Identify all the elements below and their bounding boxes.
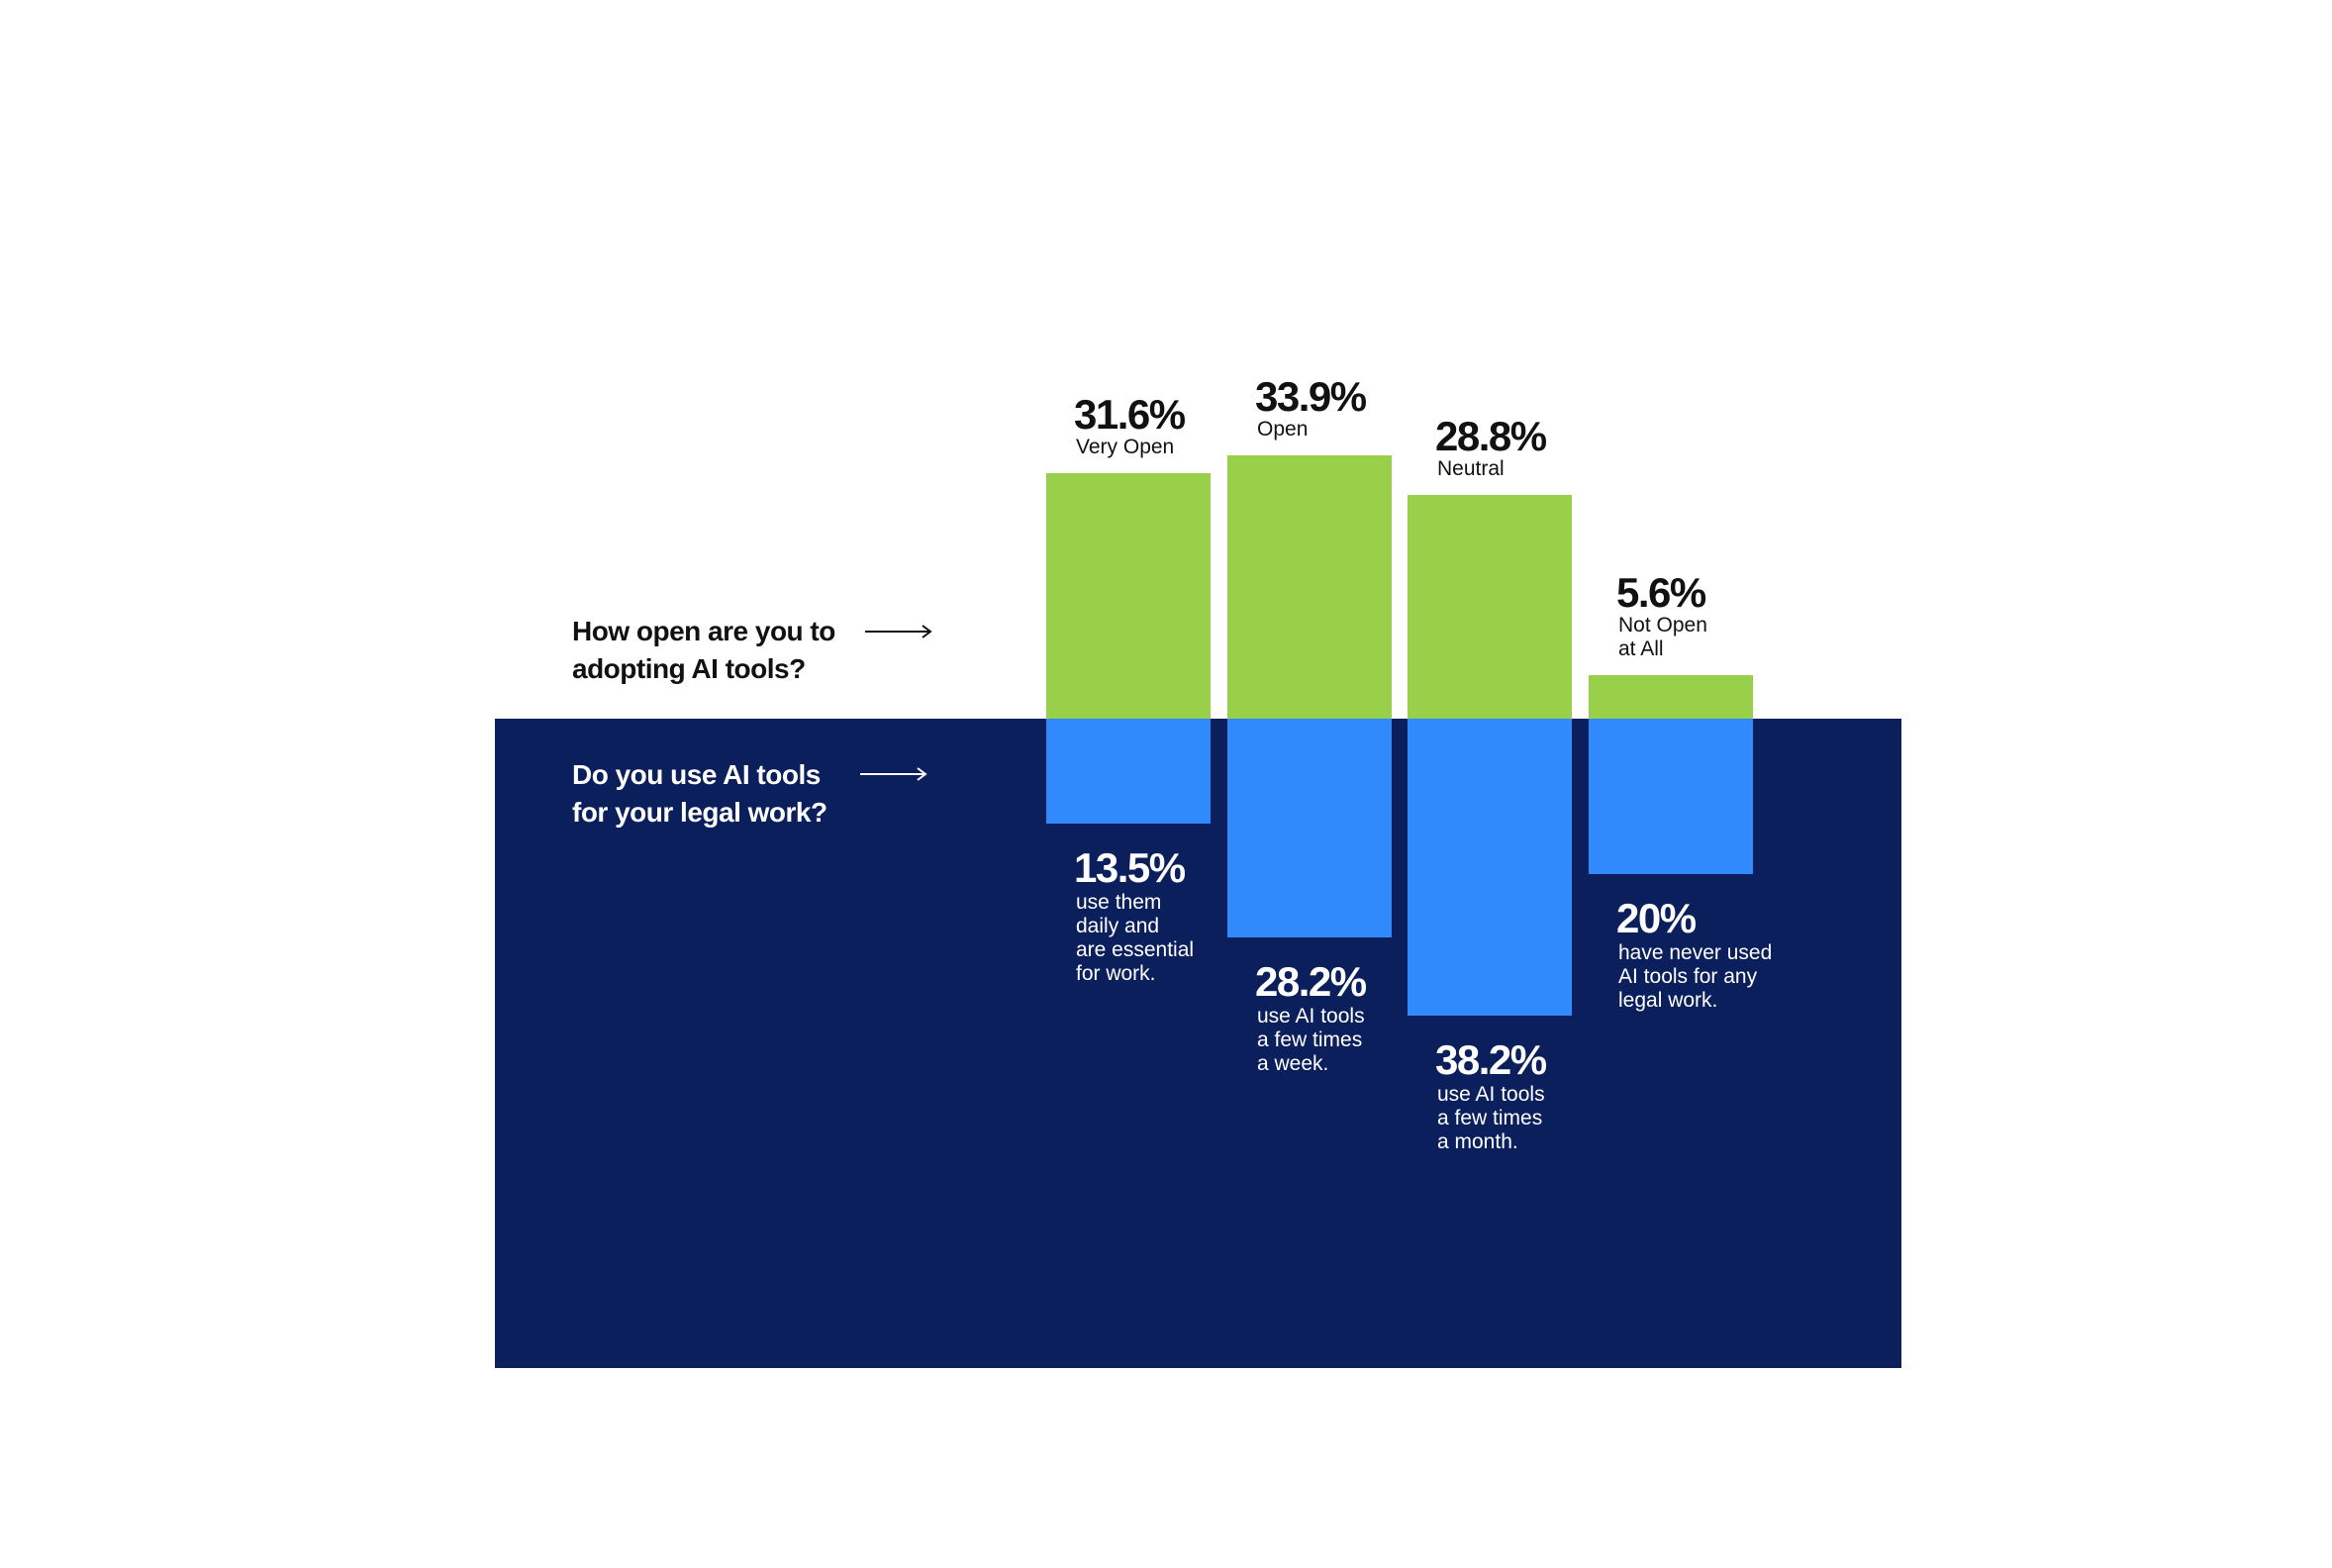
bar-openness [1408,494,1572,719]
openness-category-label: Neutral [1437,456,1505,480]
usage-description-label: use them daily and are essential for wor… [1076,890,1195,985]
bar-usage [1408,719,1572,1016]
bar-openness [1046,472,1211,719]
bar-openness [1227,454,1392,719]
usage-description-label: use AI tools a few times a week. [1257,1005,1365,1076]
bar-usage [1589,719,1753,874]
openness-category-label: Open [1257,417,1309,441]
openness-value-label: 5.6% [1616,569,1706,617]
openness-value-label: 31.6% [1074,390,1186,438]
usage-description-label: have never used AI tools for any legal w… [1618,941,1773,1012]
bar-usage [1046,719,1211,824]
usage-value-label: 38.2% [1435,1035,1547,1083]
usage-description-label: use AI tools a few times a month. [1437,1082,1545,1153]
question-openness: How open are you to adopting AI tools? [572,616,835,684]
usage-value-label: 13.5% [1074,843,1186,891]
usage-value-label: 20% [1616,895,1697,941]
arrow-right-icon [865,625,932,638]
question-usage: Do you use AI tools for your legal work? [572,759,827,828]
bar-usage [1227,719,1392,938]
openness-value-label: 28.8% [1435,412,1547,459]
openness-value-label: 33.9% [1255,372,1367,420]
openness-category-label: Very Open [1076,435,1175,458]
bar-openness [1589,675,1753,719]
openness-category-label: Not Open at All [1618,614,1707,661]
arrow-right-icon [860,767,927,781]
usage-value-label: 28.2% [1255,958,1367,1006]
